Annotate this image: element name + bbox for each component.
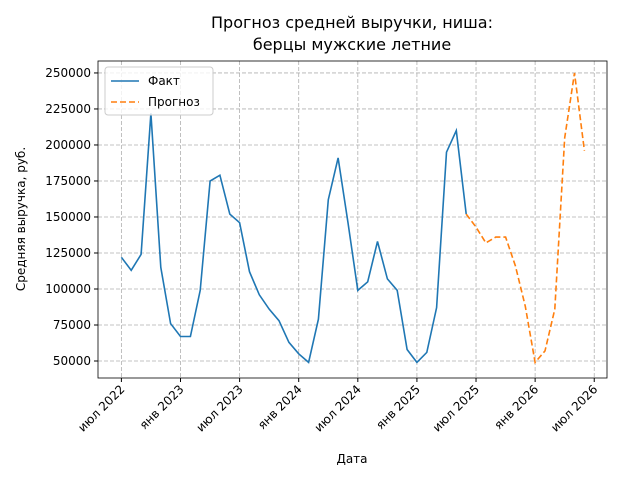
plot-frame [97, 60, 608, 379]
x-axis-label: Дата [336, 452, 367, 466]
y-tick-label: 100000 [45, 282, 91, 296]
data-line [120, 113, 467, 364]
y-tick-label: 50000 [53, 354, 91, 368]
y-tick-label: 225000 [45, 102, 91, 116]
y-tick-label: 250000 [45, 66, 91, 80]
data-line [465, 72, 586, 365]
y-tick-label: 175000 [45, 174, 91, 188]
chart-title: Прогноз средней выручки, ниша: [211, 13, 493, 32]
y-tick-label: 125000 [45, 246, 91, 260]
y-tick-label: 200000 [45, 138, 91, 152]
legend-label: Прогноз [148, 95, 200, 109]
legend: Факт Прогноз [104, 66, 214, 116]
y-axis-label: Средняя выручка, руб. [14, 147, 28, 291]
chart-title: берцы мужские летние [253, 35, 451, 54]
y-tick-label: 150000 [45, 210, 91, 224]
y-tick-label: 75000 [53, 318, 91, 332]
legend-box [104, 66, 214, 116]
legend-label: Факт [148, 74, 180, 88]
